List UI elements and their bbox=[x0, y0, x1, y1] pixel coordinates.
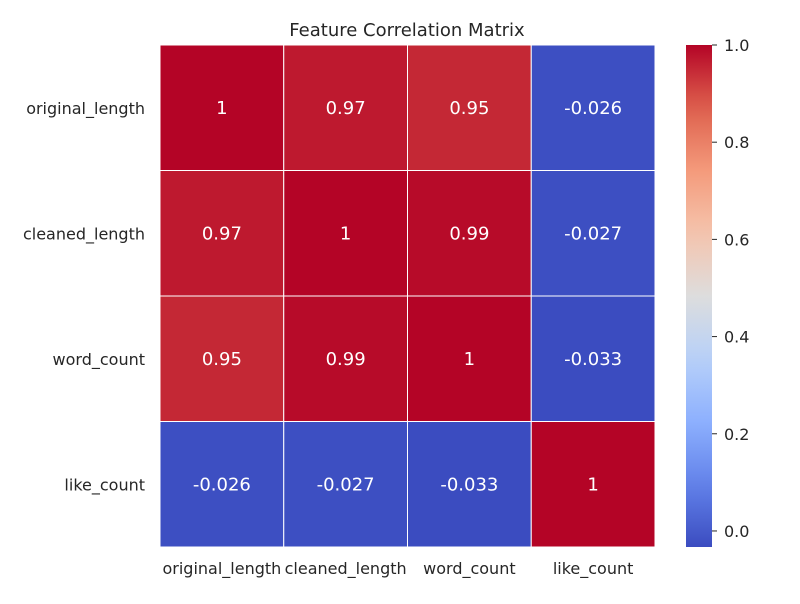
colorbar-tick-label: 0.4 bbox=[724, 328, 749, 347]
cell-value-label: 0.95 bbox=[202, 349, 242, 370]
heatmap-cell bbox=[159, 170, 285, 297]
cell-value-label: 1 bbox=[340, 223, 351, 244]
cell-value-label: -0.033 bbox=[440, 474, 498, 495]
cell-value-label: 1 bbox=[587, 474, 598, 495]
cell-value-label: -0.027 bbox=[564, 223, 622, 244]
colorbar: 0.0 0.2 0.4 0.6 0.8 1.0 bbox=[686, 36, 749, 547]
y-tick-label: like_count bbox=[64, 475, 145, 495]
cell-value-label: -0.033 bbox=[564, 349, 622, 370]
colorbar-tick-label: 0.2 bbox=[724, 425, 749, 444]
y-tick-label: cleaned_length bbox=[23, 224, 145, 244]
cell-value-label: -0.026 bbox=[193, 474, 251, 495]
heatmap-cell bbox=[530, 44, 656, 171]
y-tick-labels: original_length cleaned_length word_countl… bbox=[23, 99, 145, 496]
chart-title: Feature Correlation Matrix bbox=[289, 20, 525, 41]
heatmap-cell bbox=[159, 421, 285, 548]
heatmap-cell bbox=[283, 44, 408, 171]
cell-value-label: 0.97 bbox=[202, 223, 242, 244]
cell-value-label: -0.026 bbox=[564, 98, 622, 119]
colorbar-tick-label: 0.6 bbox=[724, 230, 749, 249]
heatmap-cell bbox=[159, 44, 285, 171]
cell-value-label: 0.99 bbox=[326, 349, 366, 370]
x-tick-label: cleaned_length bbox=[285, 559, 407, 579]
heatmap-cell bbox=[407, 421, 532, 548]
colorbar-gradient bbox=[686, 45, 712, 547]
cell-value-label: 1 bbox=[216, 98, 227, 119]
y-tick-label: original_length bbox=[26, 99, 145, 119]
cell-value-label: 1 bbox=[464, 349, 475, 370]
x-tick-label: word_count bbox=[423, 559, 515, 579]
heatmap-cell bbox=[283, 295, 408, 422]
cell-value-label: 0.95 bbox=[449, 98, 489, 119]
colorbar-tick-label: 0.8 bbox=[724, 133, 749, 152]
heatmap-cell bbox=[407, 44, 532, 171]
heatmap-cell bbox=[530, 295, 656, 422]
y-tick-label: word_count bbox=[53, 350, 145, 370]
cell-value-label: 0.97 bbox=[326, 98, 366, 119]
colorbar-tick-label: 0.0 bbox=[724, 522, 749, 541]
heatmap-cell bbox=[530, 421, 656, 548]
heatmap-cell bbox=[530, 170, 656, 297]
cell-value-label: -0.027 bbox=[317, 474, 375, 495]
heatmap-cell bbox=[283, 421, 408, 548]
x-tick-label: like_count bbox=[553, 559, 634, 579]
heatmap-cell bbox=[283, 170, 408, 297]
colorbar-tick-label: 1.0 bbox=[724, 36, 749, 55]
x-tick-label: original_length bbox=[162, 559, 281, 579]
heatmap-cells: 1 0.97 0.95 -0.026 0.97 1 0.99 -0.027 0.95 0.99 1 -… bbox=[159, 44, 656, 548]
x-tick-labels: original_length cleaned_length word_count l… bbox=[162, 559, 633, 579]
cell-value-label: 0.99 bbox=[449, 223, 489, 244]
